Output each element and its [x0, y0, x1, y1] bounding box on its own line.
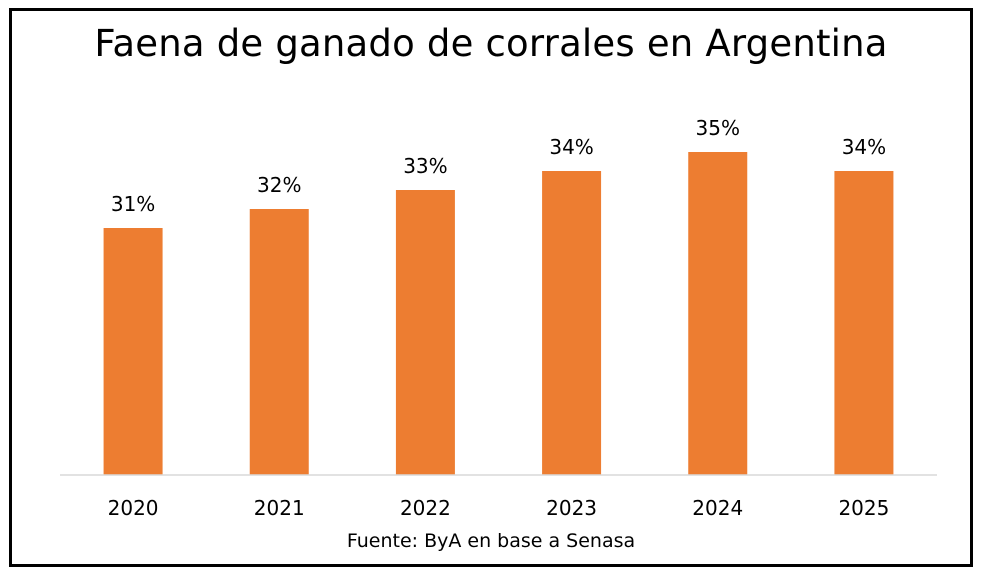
x-tick-label-2025: 2025 [838, 496, 889, 520]
data-labels-group: 31% 32% 33% 34% 35% 34% [111, 116, 886, 216]
bar-2022 [395, 190, 455, 475]
chart-title: Faena de ganado de corrales en Argentina [94, 22, 888, 65]
x-tick-label-2021: 2021 [254, 496, 305, 520]
bar-2023 [542, 171, 602, 475]
data-label-2022: 33% [403, 154, 447, 178]
x-tick-label-2020: 2020 [108, 496, 159, 520]
source-note: Fuente: ByA en base a Senasa [346, 530, 636, 552]
bar-2025 [834, 171, 894, 475]
data-label-2020: 31% [111, 192, 155, 216]
bars-group [103, 152, 894, 475]
data-label-2023: 34% [549, 135, 593, 159]
x-tick-labels-group: 2020 2021 2022 2023 2024 2025 [108, 496, 890, 520]
chart-frame [9, 8, 973, 567]
bar-2024 [688, 152, 748, 475]
data-label-2024: 35% [696, 116, 740, 140]
bar-2021 [249, 209, 309, 475]
x-tick-label-2023: 2023 [546, 496, 597, 520]
x-tick-label-2022: 2022 [400, 496, 451, 520]
x-tick-label-2024: 2024 [692, 496, 743, 520]
data-label-2021: 32% [257, 173, 301, 197]
bar-2020 [103, 228, 163, 475]
data-label-2025: 34% [842, 135, 886, 159]
